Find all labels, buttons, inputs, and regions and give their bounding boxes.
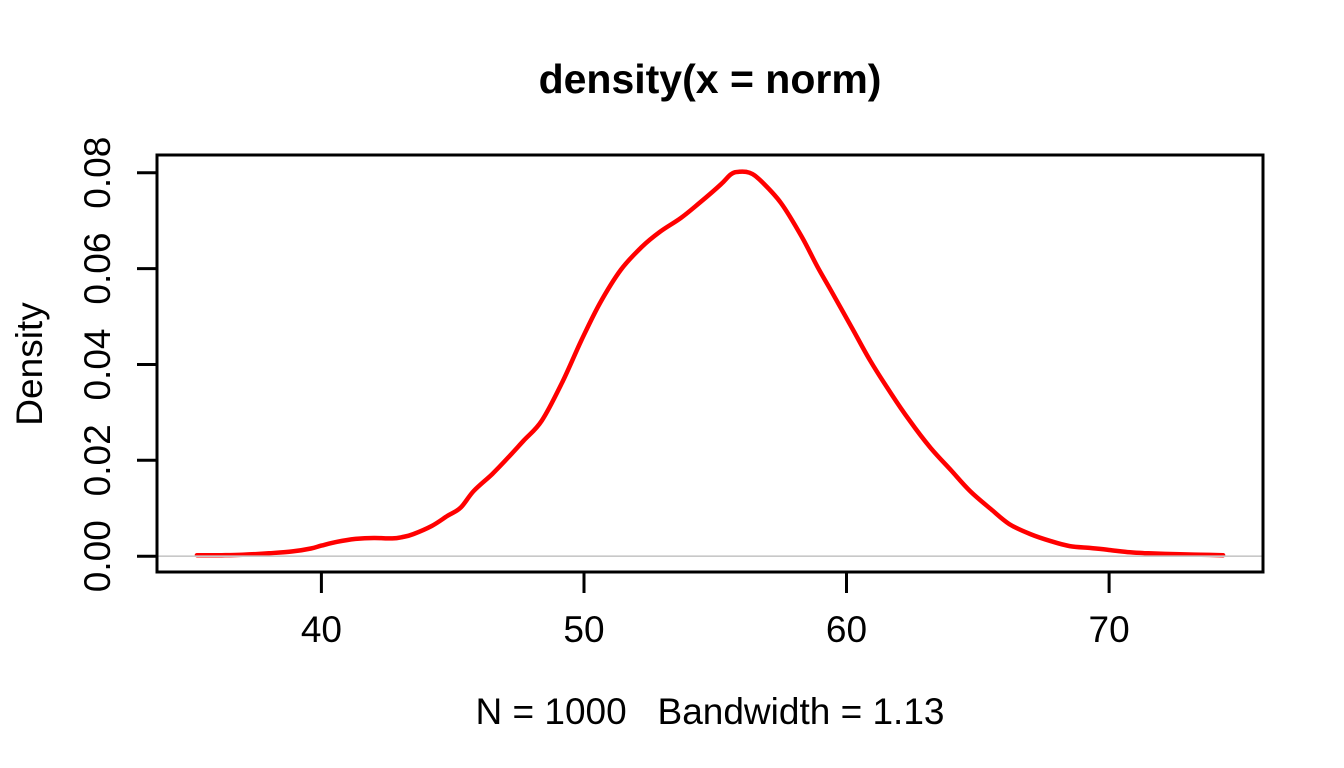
y-axis-tick-label: 0.02 — [77, 424, 118, 496]
x-axis-title: N = 1000 Bandwidth = 1.13 — [475, 691, 944, 732]
y-axis-tick-label: 0.00 — [77, 520, 118, 592]
chart-title: density(x = norm) — [539, 56, 882, 102]
y-axis-tick-label: 0.08 — [77, 137, 118, 209]
x-axis-tick-label: 60 — [826, 609, 867, 650]
plot-box — [155, 153, 1265, 574]
curve-layer — [194, 169, 1226, 558]
x-axis-tick-label: 70 — [1089, 609, 1130, 650]
x-axis-tick-label: 50 — [563, 609, 604, 650]
density-curve — [194, 169, 1226, 558]
y-axis-title: Density — [9, 302, 50, 426]
x-axis-tick-label: 40 — [301, 609, 342, 650]
axes-layer: 40 50 60 70 0.00 0.02 0.04 0.06 0.08 — [77, 137, 1265, 650]
y-axis-tick-label: 0.04 — [77, 328, 118, 400]
y-axis-tick-label: 0.06 — [77, 233, 118, 305]
